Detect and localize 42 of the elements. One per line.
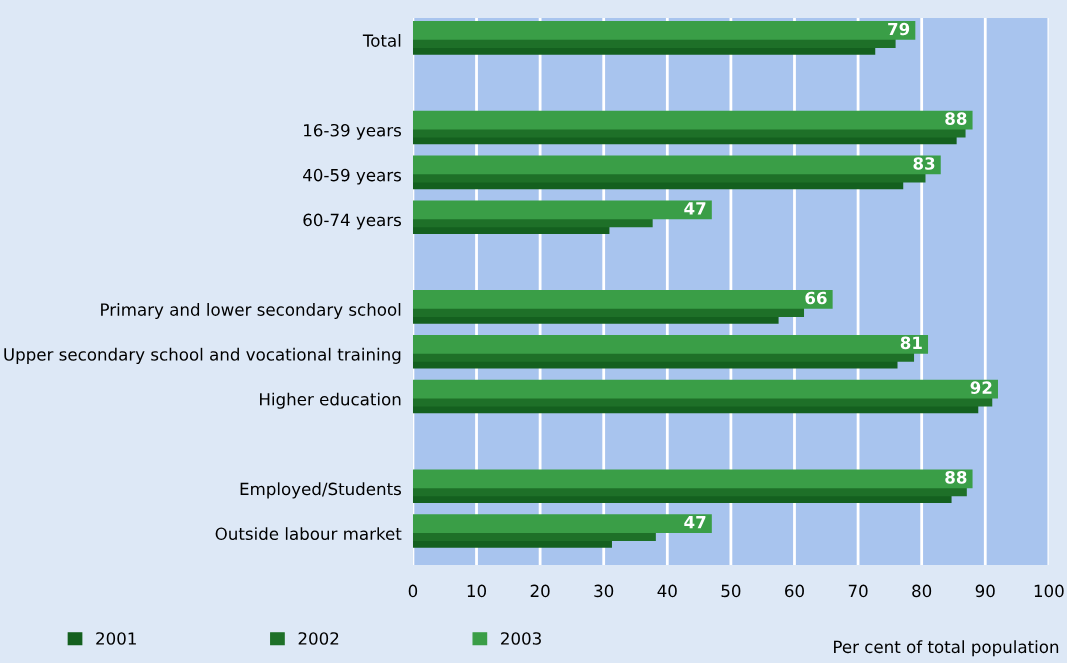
data-label: 88 <box>945 112 967 125</box>
x-tick-label: 80 <box>912 584 932 598</box>
x-tick-label: 10 <box>467 584 487 598</box>
bar <box>412 514 712 534</box>
x-tick-label: 60 <box>785 584 804 598</box>
y-tick-label: 16-39 years <box>304 123 401 140</box>
data-label: 81 <box>900 336 922 350</box>
bar <box>412 290 833 309</box>
x-tick-label: 0 <box>408 584 418 598</box>
y-tick-label: Higher education <box>260 392 401 409</box>
x-tick-label: 20 <box>530 584 550 598</box>
bar <box>412 110 973 130</box>
x-tick-label: 100 <box>1034 584 1064 598</box>
x-tick-label: 40 <box>657 584 677 598</box>
y-tick-label: Employed/Students <box>240 482 401 499</box>
bar <box>412 379 998 399</box>
bar <box>412 155 941 175</box>
data-label: 83 <box>913 157 935 170</box>
data-label: 79 <box>888 22 910 36</box>
x-axis-title: Per cent of total population <box>834 640 1059 657</box>
data-label: 66 <box>805 291 827 305</box>
y-tick-label: Total <box>362 33 401 47</box>
data-label: 47 <box>684 516 706 529</box>
bar <box>412 334 929 354</box>
legend-label: 2002 <box>298 632 339 645</box>
bar <box>412 469 973 489</box>
y-tick-label: Upper secondary school and vocational training <box>4 347 401 364</box>
data-label: 88 <box>945 471 967 484</box>
x-tick-label: 30 <box>594 584 614 598</box>
y-tick-label: 40-59 years <box>303 168 401 185</box>
x-tick-label: 90 <box>975 584 995 598</box>
bar <box>412 21 916 40</box>
data-label: 92 <box>970 381 992 394</box>
x-tick-label: 70 <box>848 584 868 598</box>
legend-label: 2003 <box>501 632 541 645</box>
bar <box>412 200 712 220</box>
data-label: 47 <box>684 202 706 215</box>
legend-label: 2001 <box>96 632 136 645</box>
y-tick-label: 60-74 years <box>303 213 401 230</box>
x-tick-label: 50 <box>721 584 741 598</box>
y-tick-label: Outside labour market <box>215 527 402 541</box>
y-tick-label: Primary and lower secondary school <box>101 302 401 320</box>
